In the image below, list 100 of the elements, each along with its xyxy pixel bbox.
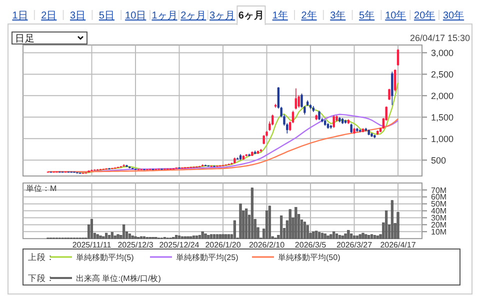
- bar: [245, 208, 248, 239]
- bar: [201, 232, 204, 239]
- text: 5日: [98, 10, 114, 22]
- text: 10年: [385, 10, 406, 22]
- bar: [250, 188, 254, 239]
- y-tick-label: 1,500: [431, 112, 454, 122]
- y-tick-label: 30M: [431, 214, 447, 223]
- bar: [338, 234, 341, 239]
- bar: [122, 224, 126, 239]
- legend-title: 下段：: [28, 272, 55, 283]
- text: 30年: [442, 10, 464, 22]
- bar: [288, 209, 292, 239]
- bar: [140, 236, 143, 239]
- bar: [204, 234, 207, 239]
- bar: [294, 207, 298, 239]
- x-tick-label: 2026/4/17: [380, 240, 416, 250]
- bar: [102, 236, 105, 239]
- text: 3日: [70, 10, 86, 22]
- bar: [216, 234, 218, 239]
- bar: [116, 234, 120, 239]
- bar: [198, 234, 201, 239]
- bar: [324, 234, 326, 239]
- bar: [280, 216, 283, 239]
- bar: [341, 236, 344, 239]
- text: 2年: [301, 10, 317, 22]
- y-tick-label: 40M: [431, 206, 447, 216]
- bar: [233, 220, 236, 239]
- candlestick: [396, 48, 400, 66]
- bar: [178, 236, 180, 239]
- bar: [228, 234, 230, 239]
- bar: [320, 232, 324, 239]
- legend-label: 単純移動平均(5): [76, 252, 134, 262]
- bar: [207, 234, 210, 239]
- bar: [143, 236, 146, 239]
- bar: [99, 236, 102, 239]
- bar: [213, 234, 216, 239]
- candlestick: [332, 115, 335, 128]
- candlestick: [350, 123, 352, 134]
- bar: [128, 234, 131, 239]
- bar: [312, 232, 315, 239]
- bar: [364, 234, 368, 239]
- bar: [330, 234, 332, 239]
- bar: [362, 232, 364, 239]
- bar: [332, 232, 336, 239]
- bar: [105, 232, 108, 239]
- bar: [110, 232, 114, 239]
- x-tick-label: 2025/12/24: [159, 240, 200, 250]
- text: 20年: [414, 10, 436, 22]
- x-tick-label: 2026/3/5: [294, 240, 327, 250]
- candlestick: [394, 69, 396, 92]
- bar: [315, 230, 318, 239]
- text: 1ヶ月: [152, 10, 178, 22]
- bar: [210, 234, 213, 239]
- bar: [390, 200, 394, 239]
- text: 6ヶ月: [238, 10, 264, 22]
- bar: [90, 218, 93, 239]
- text: 26/04/17 15:30: [410, 33, 470, 44]
- legend-label: 出来高 単位:(M株/口/枚): [76, 274, 162, 283]
- y-tick-label: 2,000: [431, 90, 454, 101]
- legend-label: 単純移動平均(25): [176, 252, 239, 262]
- bar: [303, 222, 306, 239]
- y-tick-label: 60M: [431, 192, 447, 202]
- text: 日足: [15, 33, 35, 44]
- y-tick-label: 50M: [431, 200, 447, 209]
- text: 1日: [12, 10, 28, 22]
- bar: [368, 234, 370, 239]
- bar: [356, 236, 358, 239]
- bar: [222, 234, 224, 239]
- bar: [134, 236, 137, 239]
- text: 5年: [359, 10, 375, 22]
- y-tick-label: 70M: [431, 186, 447, 195]
- text: 2日: [41, 10, 57, 22]
- x-tick-label: 2026/3/27: [336, 240, 373, 250]
- bar: [344, 234, 347, 239]
- candlestick: [318, 110, 320, 121]
- bar: [358, 234, 362, 239]
- x-tick-label: 2026/1/20: [205, 240, 242, 250]
- bar: [186, 236, 190, 239]
- bar: [353, 236, 356, 239]
- bar: [114, 236, 116, 239]
- text: 1年: [272, 10, 288, 22]
- text: 2ヶ月: [180, 10, 206, 22]
- y-tick-label: 500: [431, 155, 446, 166]
- bar: [385, 210, 388, 239]
- legend-label: 単純移動平均(50): [278, 252, 341, 262]
- bar: [175, 234, 178, 239]
- y-tick-label: 2,500: [431, 69, 454, 80]
- bar: [326, 236, 330, 239]
- candlestick: [391, 71, 394, 106]
- bar: [190, 236, 192, 239]
- bar: [131, 236, 134, 239]
- bar: [376, 236, 379, 239]
- text: 10日: [125, 10, 146, 22]
- y-tick-label: 3,000: [431, 48, 454, 58]
- x-tick-label: 2025/12/3: [118, 240, 154, 250]
- bar: [192, 236, 196, 239]
- text: 3年: [330, 10, 346, 22]
- x-tick-label: 2026/2/10: [248, 240, 286, 250]
- bar: [96, 234, 99, 239]
- bar: [180, 236, 184, 239]
